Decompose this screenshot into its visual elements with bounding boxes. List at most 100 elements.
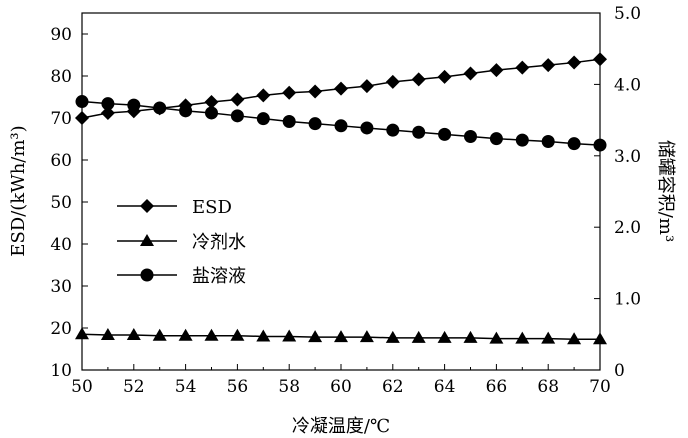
data-point bbox=[153, 101, 167, 115]
data-point bbox=[282, 115, 296, 129]
x-tick-label: 52 bbox=[123, 377, 145, 397]
y-left-tick-label: 70 bbox=[50, 109, 72, 129]
data-point bbox=[127, 98, 141, 112]
data-point bbox=[334, 81, 348, 96]
x-tick-label: 62 bbox=[382, 377, 404, 397]
x-tick-label: 60 bbox=[330, 377, 352, 397]
legend-marker bbox=[140, 199, 154, 213]
data-point bbox=[256, 88, 271, 103]
data-point bbox=[100, 105, 115, 120]
data-point bbox=[282, 329, 297, 342]
x-tick-label: 56 bbox=[227, 377, 249, 397]
x-tick-label: 70 bbox=[589, 377, 611, 397]
data-point bbox=[386, 123, 400, 137]
y-right-tick-label: 5.0 bbox=[614, 4, 641, 24]
data-point bbox=[308, 117, 322, 131]
x-tick-label: 58 bbox=[278, 377, 300, 397]
series-2 bbox=[75, 327, 607, 345]
data-point bbox=[541, 331, 556, 344]
data-point bbox=[230, 109, 244, 123]
data-point bbox=[179, 104, 193, 118]
y-left-tick-label: 80 bbox=[50, 67, 72, 87]
data-point bbox=[437, 69, 452, 84]
data-point bbox=[75, 111, 89, 125]
data-point bbox=[541, 135, 555, 149]
y-left-tick-label: 30 bbox=[50, 277, 72, 297]
y-left-tick-label: 10 bbox=[50, 361, 72, 381]
data-point bbox=[359, 330, 374, 343]
data-point bbox=[359, 79, 374, 94]
data-point bbox=[152, 328, 167, 341]
data-point bbox=[489, 63, 504, 78]
data-point bbox=[593, 332, 607, 345]
y-left-tick-label: 50 bbox=[50, 193, 72, 213]
y-right-tick-label: 4.0 bbox=[614, 75, 641, 95]
y-right-tick-label: 2.0 bbox=[614, 218, 641, 238]
ticks-layer: 50 52 54 56 58 60 62 64 66 68 70 10 20 30 40 50 60 70 80 90… bbox=[50, 4, 641, 397]
data-point bbox=[567, 137, 581, 151]
data-point bbox=[204, 328, 219, 341]
y-left-tick-label: 20 bbox=[50, 319, 72, 339]
series-layer bbox=[75, 52, 607, 345]
legend-label: 盐溶液 bbox=[192, 266, 246, 287]
data-point bbox=[75, 95, 89, 109]
x-axis-title: 冷凝温度/℃ bbox=[292, 416, 390, 437]
y-left-axis-title: ESD/(kWh/m³) bbox=[8, 125, 29, 256]
data-point bbox=[126, 328, 141, 341]
x-tick-label: 54 bbox=[175, 377, 197, 397]
data-point bbox=[463, 330, 478, 343]
x-tick-label: 68 bbox=[537, 377, 559, 397]
data-point bbox=[334, 330, 348, 343]
y-left-tick-label: 60 bbox=[50, 151, 72, 171]
data-point bbox=[437, 330, 452, 343]
data-point bbox=[75, 327, 89, 340]
data-point bbox=[101, 97, 115, 111]
data-point bbox=[205, 106, 218, 120]
x-tick-label: 64 bbox=[434, 377, 456, 397]
data-point bbox=[334, 119, 348, 133]
data-point bbox=[230, 328, 245, 341]
y-right-tick-label: 0 bbox=[614, 361, 625, 381]
data-point bbox=[308, 84, 323, 99]
data-point bbox=[515, 60, 530, 75]
data-point bbox=[489, 331, 504, 344]
data-point bbox=[567, 332, 582, 345]
data-point bbox=[385, 330, 400, 343]
data-point bbox=[204, 95, 219, 110]
y-right-tick-label: 3.0 bbox=[614, 147, 641, 167]
data-point bbox=[282, 85, 297, 100]
data-point bbox=[178, 328, 193, 341]
data-point bbox=[411, 72, 426, 87]
legend-label: 冷剂水 bbox=[192, 232, 246, 253]
data-point bbox=[256, 329, 271, 342]
series-1 bbox=[75, 52, 607, 125]
data-point bbox=[541, 58, 556, 73]
data-point bbox=[438, 127, 452, 141]
data-point bbox=[567, 55, 582, 70]
data-point bbox=[412, 125, 426, 139]
data-point bbox=[464, 130, 477, 144]
data-point bbox=[256, 112, 270, 126]
data-point bbox=[489, 132, 503, 146]
y-left-tick-label: 40 bbox=[50, 235, 72, 255]
data-point bbox=[515, 133, 529, 147]
legend-label: ESD bbox=[192, 197, 232, 218]
legend-marker bbox=[140, 234, 154, 246]
data-point bbox=[385, 74, 400, 89]
data-point bbox=[230, 92, 245, 107]
x-tick-label: 50 bbox=[71, 377, 93, 397]
data-point bbox=[308, 330, 323, 343]
data-point bbox=[593, 138, 607, 152]
series-3 bbox=[75, 95, 607, 152]
data-point bbox=[515, 331, 530, 344]
x-tick-label: 66 bbox=[486, 377, 508, 397]
y-right-tick-label: 1.0 bbox=[614, 290, 641, 310]
data-point bbox=[463, 66, 478, 81]
y-right-axis-title: 储罐容积/m³ bbox=[655, 140, 676, 242]
data-point bbox=[100, 328, 115, 341]
y-left-tick-label: 90 bbox=[50, 25, 72, 45]
data-point bbox=[593, 52, 607, 67]
data-point bbox=[411, 330, 426, 343]
